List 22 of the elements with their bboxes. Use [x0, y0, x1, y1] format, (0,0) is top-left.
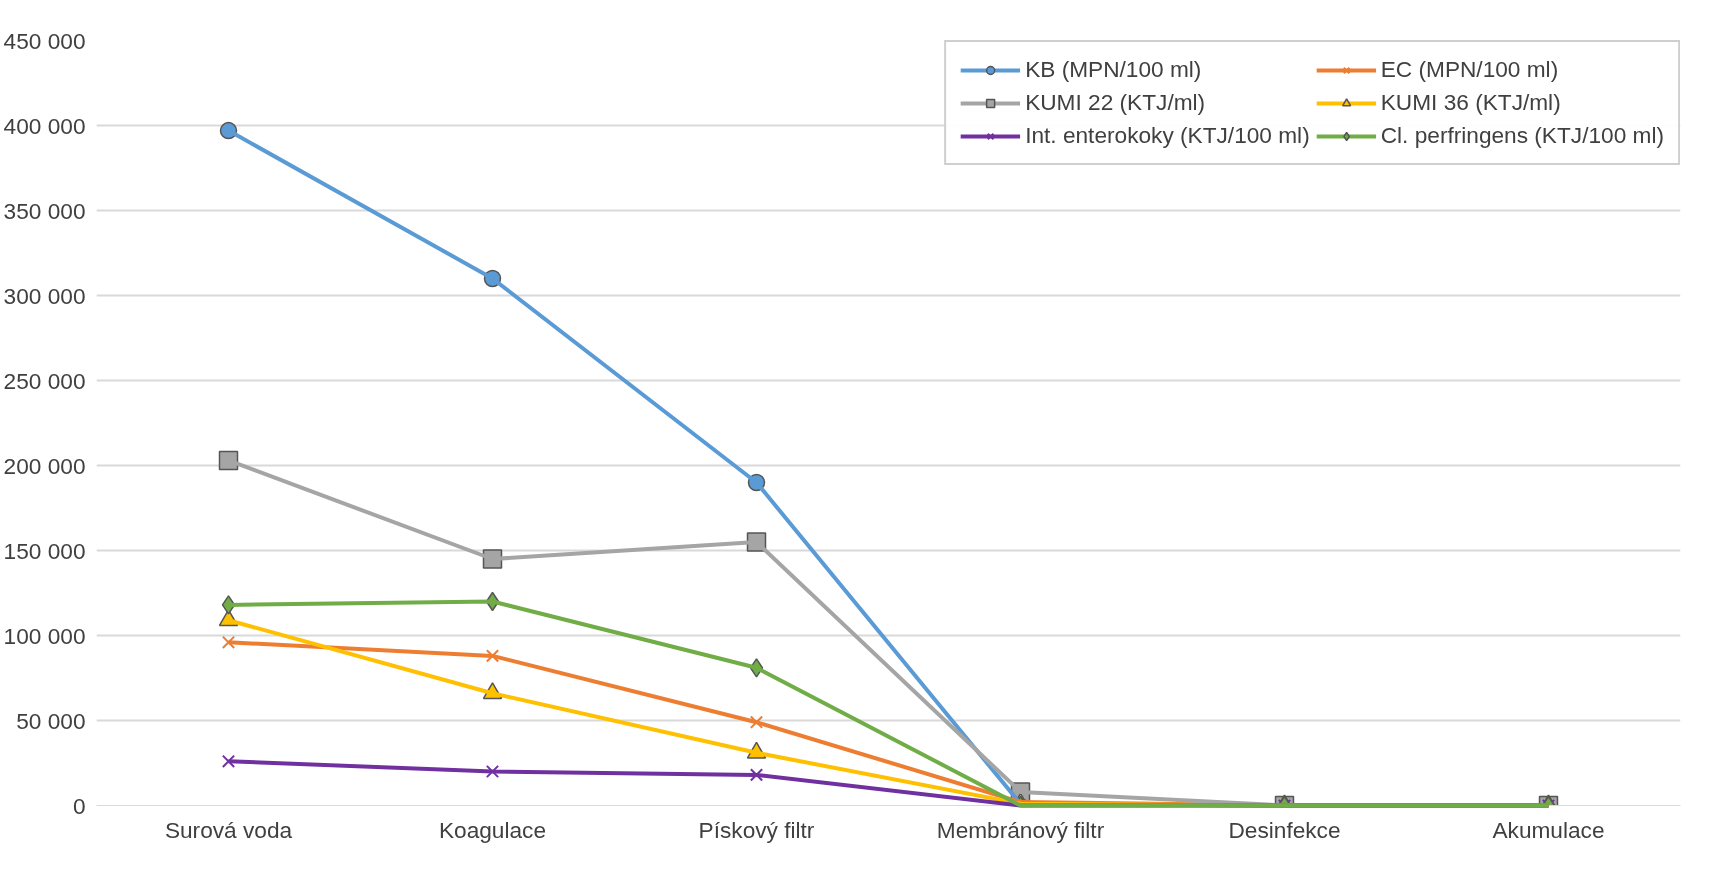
x-tick-label: Membránový filtr	[936, 816, 1105, 843]
y-tick-label: 200 000	[3, 452, 86, 479]
legend-label: Cl. perfringens (KTJ/100 ml)	[1380, 122, 1664, 149]
x-tick-label: Pískový filtr	[698, 816, 815, 843]
y-tick-label: 150 000	[3, 537, 86, 564]
y-tick-label: 400 000	[3, 112, 86, 139]
x-tick-label: Desinfekce	[1228, 816, 1341, 843]
x-tick-label: Akumulace	[1492, 816, 1605, 843]
y-tick-label: 250 000	[3, 367, 86, 394]
y-tick-label: 350 000	[3, 197, 86, 224]
legend-label: KB (MPN/100 ml)	[1025, 56, 1202, 83]
legend-label: Int. enterokoky (KTJ/100 ml)	[1025, 122, 1310, 149]
y-tick-label: 50 000	[16, 707, 86, 734]
y-tick-label: 100 000	[3, 622, 86, 649]
y-tick-label: 0	[72, 792, 86, 819]
x-tick-label: Surová voda	[164, 816, 293, 843]
y-tick-label: 300 000	[3, 282, 86, 309]
y-tick-label: 450 000	[3, 27, 86, 54]
x-tick-label: Koagulace	[438, 816, 547, 843]
legend-label: KUMI 22 (KTJ/ml)	[1025, 89, 1206, 116]
legend-label: KUMI 36 (KTJ/ml)	[1380, 89, 1561, 116]
legend-label: EC (MPN/100 ml)	[1380, 56, 1559, 83]
